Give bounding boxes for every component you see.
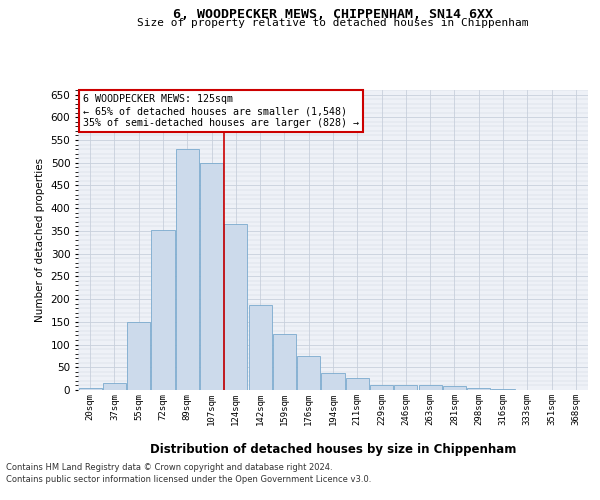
- Bar: [248, 304, 272, 390]
- Text: Contains public sector information licensed under the Open Government Licence v3: Contains public sector information licen…: [6, 475, 371, 484]
- Text: Contains HM Land Registry data © Crown copyright and database right 2024.: Contains HM Land Registry data © Crown c…: [6, 464, 332, 472]
- Bar: [224, 224, 247, 390]
- Bar: [394, 384, 418, 390]
- Bar: [79, 388, 101, 390]
- Bar: [370, 384, 393, 390]
- Text: 6, WOODPECKER MEWS, CHIPPENHAM, SN14 6XX: 6, WOODPECKER MEWS, CHIPPENHAM, SN14 6XX: [173, 8, 493, 20]
- Bar: [127, 322, 150, 390]
- Bar: [151, 230, 175, 390]
- Bar: [176, 149, 199, 390]
- Bar: [322, 372, 344, 390]
- Bar: [419, 386, 442, 390]
- Bar: [273, 334, 296, 390]
- Bar: [297, 356, 320, 390]
- Text: 6 WOODPECKER MEWS: 125sqm
← 65% of detached houses are smaller (1,548)
35% of se: 6 WOODPECKER MEWS: 125sqm ← 65% of detac…: [83, 94, 359, 128]
- Bar: [443, 386, 466, 390]
- Bar: [346, 378, 369, 390]
- Bar: [200, 162, 223, 390]
- Text: Distribution of detached houses by size in Chippenham: Distribution of detached houses by size …: [150, 442, 516, 456]
- Bar: [103, 383, 126, 390]
- Y-axis label: Number of detached properties: Number of detached properties: [35, 158, 45, 322]
- Bar: [491, 389, 515, 390]
- Text: Size of property relative to detached houses in Chippenham: Size of property relative to detached ho…: [137, 18, 529, 28]
- Bar: [467, 388, 490, 390]
